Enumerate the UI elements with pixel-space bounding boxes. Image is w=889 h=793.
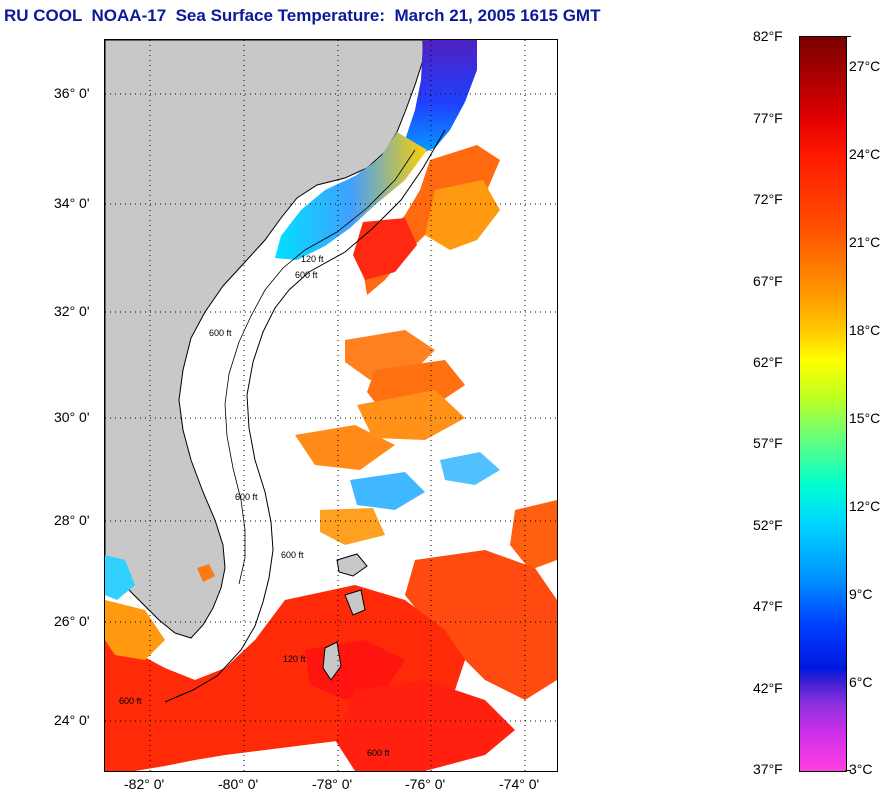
- warm-patch-6: [295, 425, 395, 470]
- lon-label: -76° 0': [405, 776, 446, 792]
- land-bahamas-2: [322, 641, 342, 681]
- warm-patch-15: [197, 564, 215, 582]
- contour-label: 600 ft: [209, 328, 232, 338]
- contour-label: 600 ft: [235, 492, 258, 502]
- page-title: RU COOL NOAA-17 Sea Surface Temperature:…: [4, 6, 601, 25]
- contour-label: 600 ft: [367, 748, 390, 758]
- lon-label: -80° 0': [218, 776, 259, 792]
- contour-label: 600 ft: [119, 696, 142, 706]
- colorbar-c-label: 12°C: [849, 498, 881, 514]
- coastal-cool-band: [275, 132, 427, 260]
- colorbar-f-label: 67°F: [753, 273, 783, 289]
- graticule: [105, 40, 557, 771]
- warm-patch-3: [425, 180, 500, 250]
- sst-map: 600 ft 120 ft 600 ft 600 ft 600 ft 120 f…: [104, 39, 558, 772]
- colorbar-f-label: 52°F: [753, 517, 783, 533]
- land-bahamas-1: [336, 553, 368, 577]
- contour-label: 120 ft: [301, 254, 324, 264]
- colorbar: [799, 36, 847, 772]
- contour-120ft: [224, 149, 416, 585]
- contour-600ft: [164, 129, 446, 703]
- warm-patch-9: [510, 500, 557, 570]
- warm-patch-2: [353, 218, 417, 280]
- lat-label: 24° 0': [54, 712, 90, 728]
- contour-label: 120 ft: [283, 654, 306, 664]
- colorbar-f-label: 57°F: [753, 435, 783, 451]
- lat-label: 34° 0': [54, 195, 90, 211]
- warm-patch-7: [357, 390, 465, 440]
- warm-patch-10: [405, 550, 557, 700]
- colorbar-c-label: 9°C: [849, 586, 873, 602]
- lat-label: 32° 0': [54, 303, 90, 319]
- lat-label: 30° 0': [54, 409, 90, 425]
- cold-water-north: [390, 40, 477, 165]
- colorbar-f-label: 47°F: [753, 598, 783, 614]
- colorbar-c-label: 24°C: [849, 146, 881, 162]
- colorbar-f-label: 82°F: [753, 28, 783, 44]
- lon-label: -82° 0': [124, 776, 165, 792]
- colorbar-f-label: 77°F: [753, 110, 783, 126]
- cool-patch-1: [350, 472, 425, 510]
- sst-map-canvas: 600 ft 120 ft 600 ft 600 ft 600 ft 120 f…: [105, 40, 557, 771]
- lat-label: 36° 0': [54, 85, 90, 101]
- lon-label: -78° 0': [312, 776, 353, 792]
- colorbar-c-label: 15°C: [849, 410, 881, 426]
- colorbar-f-label: 37°F: [753, 761, 783, 777]
- cool-patch-2: [440, 452, 500, 485]
- lon-label: -74° 0': [499, 776, 540, 792]
- colorbar-f-label: 62°F: [753, 354, 783, 370]
- warm-patch-8: [320, 508, 385, 545]
- warm-patch-14: [335, 680, 515, 771]
- colorbar-c-label: 3°C: [849, 761, 873, 777]
- cool-patch-3: [105, 555, 135, 600]
- colorbar-f-label: 42°F: [753, 680, 783, 696]
- colorbar-c-label: 6°C: [849, 674, 873, 690]
- colorbar-c-label: 18°C: [849, 322, 881, 338]
- colorbar-c-label: 27°C: [849, 58, 881, 74]
- lat-label: 28° 0': [54, 512, 90, 528]
- contour-label: 600 ft: [281, 550, 304, 560]
- colorbar-f-label: 72°F: [753, 191, 783, 207]
- colorbar-c-label: 21°C: [849, 234, 881, 250]
- lat-label: 26° 0': [54, 613, 90, 629]
- land-bahamas-3: [344, 589, 366, 616]
- contour-label: 600 ft: [295, 270, 318, 280]
